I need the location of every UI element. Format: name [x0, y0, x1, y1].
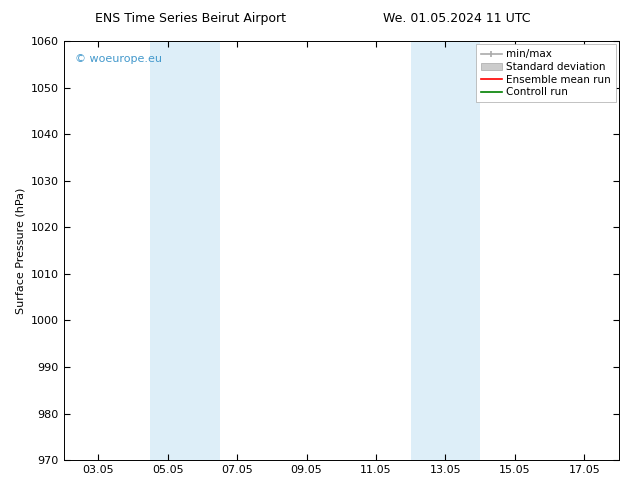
Text: We. 01.05.2024 11 UTC: We. 01.05.2024 11 UTC: [383, 12, 530, 25]
Text: ENS Time Series Beirut Airport: ENS Time Series Beirut Airport: [94, 12, 286, 25]
Bar: [411, 41, 480, 460]
Text: © woeurope.eu: © woeurope.eu: [75, 53, 162, 64]
Bar: [150, 41, 220, 460]
Y-axis label: Surface Pressure (hPa): Surface Pressure (hPa): [15, 187, 25, 314]
Legend: min/max, Standard deviation, Ensemble mean run, Controll run: min/max, Standard deviation, Ensemble me…: [476, 44, 616, 102]
